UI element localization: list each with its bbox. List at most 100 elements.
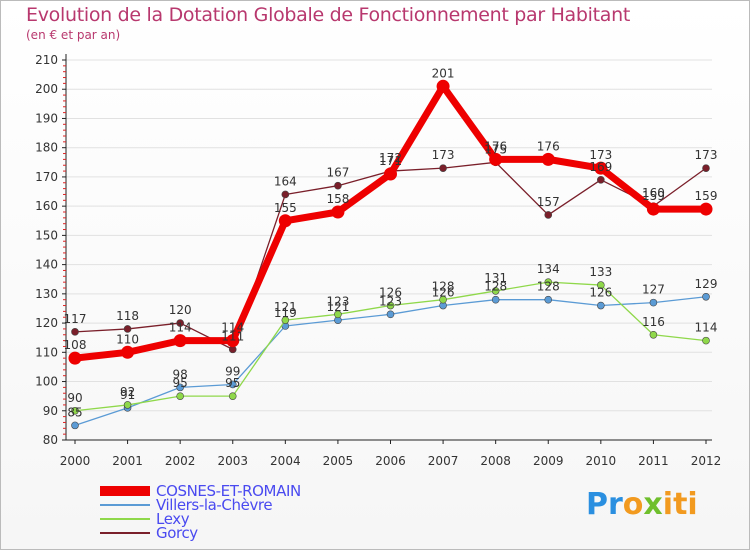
data-label-cosnes-et-romain: 108 (64, 338, 87, 352)
data-point-gorcy (702, 164, 710, 172)
data-label-gorcy: 175 (484, 142, 507, 156)
logo-part-1: Pr (586, 487, 623, 522)
x-tick-label: 2010 (586, 454, 617, 468)
logo-part-2: o (622, 487, 644, 522)
data-label-gorcy: 120 (169, 303, 192, 317)
data-point-lexy (597, 281, 605, 289)
logo-part-3: x (643, 487, 663, 522)
data-label-gorcy: 111 (221, 329, 244, 343)
data-label-villers-la-chevre: 85 (67, 405, 82, 419)
data-point-cosnes-et-romain (121, 345, 135, 359)
data-point-villers-la-chevre (649, 298, 658, 307)
data-label-lexy: 123 (326, 294, 349, 308)
data-label-lexy: 131 (484, 271, 507, 285)
data-label-cosnes-et-romain: 159 (642, 189, 665, 203)
y-tick-label: 130 (35, 287, 58, 301)
x-tick-label: 2005 (323, 454, 354, 468)
data-label-gorcy: 117 (64, 312, 87, 326)
data-point-cosnes-et-romain (594, 161, 608, 175)
data-point-cosnes-et-romain (489, 152, 503, 166)
legend-swatch (100, 532, 150, 534)
data-point-cosnes-et-romain (278, 214, 292, 228)
y-tick-label: 150 (35, 228, 58, 242)
data-label-gorcy: 167 (326, 166, 349, 180)
data-point-gorcy (597, 176, 605, 184)
x-tick-label: 2000 (60, 454, 91, 468)
x-tick-label: 2012 (691, 454, 722, 468)
x-tick-label: 2011 (638, 454, 669, 468)
y-tick-label: 190 (35, 111, 58, 125)
data-point-villers-la-chevre (228, 380, 237, 389)
legend-label: Gorcy (156, 524, 198, 542)
legend-swatch (100, 518, 150, 520)
data-point-villers-la-chevre (176, 383, 184, 392)
data-label-lexy: 95 (225, 376, 240, 390)
data-label-cosnes-et-romain: 158 (326, 192, 349, 206)
legend-label: COSNES-ET-ROMAIN (156, 482, 301, 500)
legend-label: Villers-la-Chèvre (156, 496, 273, 514)
legend-swatch (100, 504, 150, 506)
data-point-cosnes-et-romain (68, 351, 82, 365)
logo-part-4: iti (662, 487, 698, 522)
data-label-cosnes-et-romain: 110 (116, 332, 139, 346)
data-point-lexy (649, 330, 658, 339)
data-label-villers-la-chevre: 126 (432, 286, 455, 300)
data-label-villers-la-chevre: 121 (326, 300, 349, 314)
data-label-lexy: 133 (589, 265, 612, 279)
y-tick-label: 90 (43, 404, 58, 418)
data-point-cosnes-et-romain (646, 202, 660, 216)
y-tick-label: 120 (35, 316, 58, 330)
x-tick-label: 2008 (480, 454, 511, 468)
data-label-villers-la-chevre: 127 (642, 283, 665, 297)
data-point-villers-la-chevre (491, 295, 500, 304)
data-label-gorcy: 169 (589, 160, 612, 174)
data-point-lexy (228, 392, 237, 400)
y-tick-label: 160 (35, 199, 58, 213)
data-point-lexy (702, 336, 710, 345)
data-label-villers-la-chevre: 91 (120, 388, 135, 402)
data-label-villers-la-chevre: 126 (589, 286, 612, 300)
y-tick-label: 80 (43, 433, 58, 447)
data-label-gorcy: 118 (116, 309, 139, 323)
data-label-lexy: 121 (274, 300, 297, 314)
data-label-lexy: 116 (642, 315, 665, 329)
data-point-lexy (491, 287, 500, 295)
data-point-gorcy (334, 181, 342, 190)
legend-swatch (100, 486, 150, 496)
data-point-villers-la-chevre (71, 421, 79, 430)
data-point-gorcy (544, 211, 553, 219)
data-point-lexy (71, 406, 79, 415)
data-label-villers-la-chevre: 128 (537, 280, 560, 294)
data-label-lexy: 114 (695, 321, 718, 335)
x-tick-label: 2009 (533, 454, 564, 468)
data-label-lexy: 128 (432, 280, 455, 294)
data-label-lexy: 134 (537, 262, 560, 276)
data-label-lexy: 126 (379, 286, 402, 300)
data-point-cosnes-et-romain (226, 334, 240, 348)
data-label-cosnes-et-romain: 114 (169, 321, 192, 335)
chart-subtitle: (en € et par an) (26, 28, 121, 42)
data-label-cosnes-et-romain: 114 (221, 321, 244, 335)
x-tick-label: 2003 (217, 454, 248, 468)
data-point-gorcy (281, 190, 290, 199)
data-label-cosnes-et-romain: 171 (379, 154, 402, 168)
data-label-gorcy: 164 (274, 174, 297, 188)
data-label-villers-la-chevre: 119 (274, 306, 297, 320)
data-point-lexy (544, 278, 553, 286)
chart-title: Evolution de la Dotation Globale de Fonc… (26, 4, 631, 26)
data-point-lexy (123, 401, 132, 409)
data-label-gorcy: 173 (695, 148, 718, 162)
data-point-villers-la-chevre (544, 295, 553, 304)
data-label-lexy: 92 (120, 385, 135, 399)
data-label-gorcy: 157 (537, 195, 560, 209)
y-tick-label: 180 (35, 141, 58, 155)
data-label-lexy: 95 (173, 376, 188, 390)
data-point-cosnes-et-romain (699, 202, 713, 216)
data-label-cosnes-et-romain: 176 (484, 139, 507, 153)
data-point-lexy (334, 310, 342, 319)
y-tick-label: 170 (35, 170, 58, 184)
proxiti-logo: Proxiti (586, 487, 698, 522)
x-tick-label: 2004 (270, 454, 301, 468)
